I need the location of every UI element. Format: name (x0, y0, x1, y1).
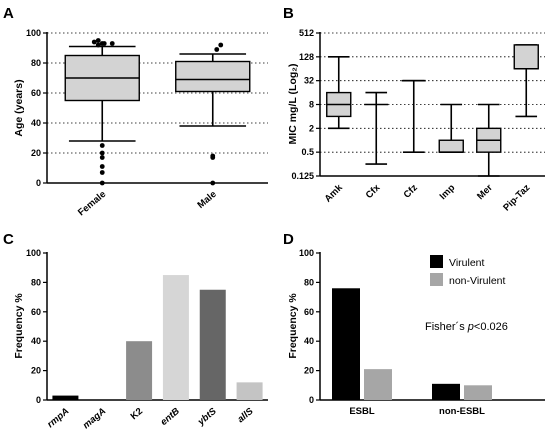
panel-d-x-tick-label: non-ESBL (439, 406, 485, 417)
panel-c-ylabel: Frequency % (13, 293, 25, 359)
legend-swatch-non-virulent (430, 273, 443, 286)
panel-b-x-tick-label: Mer (475, 182, 495, 202)
panel-d-y-tick-label: 40 (304, 336, 314, 346)
panel-b-x-tick-label: Cfx (364, 182, 383, 201)
panel-a-x-tick-label: Male (195, 189, 218, 211)
panel-d-legend: Virulent non-Virulent (430, 255, 506, 287)
panel-d-y-tick-label: 100 (299, 248, 314, 258)
panel-b-x-tick-label: Imp (438, 182, 458, 202)
panel-d-bar-non-virulent-esbl (364, 369, 392, 400)
panel-a-outlier-point (210, 153, 216, 159)
panel-c-x-tick-label: ybtS (195, 405, 219, 428)
panel-a-outlier-point (218, 42, 224, 48)
panel-c-y-tick-label: 0 (36, 395, 41, 405)
panel-d-y-tick-label: 80 (304, 277, 314, 287)
legend-swatch-virulent (430, 255, 443, 268)
panel-d-bar-virulent-non-esbl (432, 383, 460, 400)
panel-c-bar-alls (236, 382, 263, 400)
panel-c-y-tick-label: 80 (31, 277, 41, 287)
panel-a-outlier-point (214, 47, 220, 52)
panel-a-box-male (175, 60, 251, 93)
panel-b-y-tick-label: 8 (309, 100, 314, 110)
panel-d-bar-non-virulent-non-esbl (464, 385, 492, 400)
panel-a-y-tick-label: 0 (36, 178, 41, 188)
panel-a-letter: A (3, 5, 14, 22)
panel-c-y-tick-label: 40 (31, 336, 41, 346)
panel-c-x-tick-label: magA (81, 406, 108, 431)
panel-a-y-tick-label: 40 (31, 118, 41, 128)
panel-a-outlier-point (99, 180, 105, 186)
panel-b-mic-boxplot: 0.125 0.5 2 8 32 128 512 Amk Cfx Cfz Imp Mer Pip-Taz (291, 28, 545, 214)
panel-c-y-tick-label: 20 (31, 366, 41, 376)
panel-a-y-tick-label: 100 (26, 28, 41, 38)
panel-a-outlier-point (91, 39, 97, 45)
panel-a-outlier-point (99, 143, 105, 148)
panel-d-y-tick-label: 0 (309, 395, 314, 405)
panel-b-y-tick-label: 32 (304, 76, 314, 86)
panel-a-outlier-point (99, 164, 105, 169)
panel-d-ylabel: Frequency % (287, 293, 299, 359)
panel-a-y-tick-label: 20 (31, 148, 41, 158)
panel-b-box-imp (438, 139, 464, 153)
legend-label-non-virulent: non-Virulent (449, 275, 506, 287)
panel-b-ylabel: MIC mg/L (Log₂) (287, 64, 299, 145)
panel-a-x-tick-label: Female (76, 189, 108, 218)
panel-a-outlier-point (99, 150, 105, 156)
panel-a-y-tick-label: 60 (31, 88, 41, 98)
panel-c-x-tick-label: allS (235, 405, 256, 425)
panel-c-letter: C (3, 231, 14, 248)
panel-a-outlier-point (101, 41, 107, 46)
panel-d-esbl-frequency-bars: 0 20 40 60 80 100 ESBL non-ESBL (299, 248, 545, 417)
panel-d-y-tick-label: 60 (304, 307, 314, 317)
panel-d-y-tick-label: 20 (304, 366, 314, 376)
panel-d-bar-virulent-esbl (332, 288, 360, 400)
panel-c-bar-rmpa (52, 395, 79, 400)
panel-b-box-pip-taz (513, 44, 539, 70)
panel-c-y-tick-label: 100 (26, 248, 41, 258)
panel-b-y-tick-label: 2 (309, 123, 314, 133)
panel-b-x-tick-label: Pip-Taz (501, 182, 532, 213)
panel-c-x-tick-label: K2 (129, 406, 145, 422)
panel-b-x-tick-label: Amk (323, 182, 346, 205)
panel-a-outlier-point (99, 170, 105, 175)
legend-label-virulent: Virulent (449, 257, 484, 269)
panel-b-x-tick-label: Cfz (402, 182, 420, 200)
panel-d-x-tick-label: ESBL (349, 406, 375, 417)
panel-b-y-tick-label: 128 (299, 52, 314, 62)
panel-c-bar-ybts (199, 289, 226, 400)
panel-d-letter: D (283, 231, 294, 248)
panel-a-y-tick-label: 80 (31, 58, 41, 68)
panel-c-x-tick-label: rmpA (45, 406, 71, 430)
panel-b-letter: B (283, 5, 294, 22)
fisher-test-annotation: Fisher´s p<0.026 (425, 321, 508, 333)
panel-c-bar-entb (162, 275, 189, 400)
panel-c-gene-frequency-bars: 0 20 40 60 80 100 rmpA magA K2 entB ybtS allS (26, 248, 268, 431)
panel-a-outlier-point (210, 180, 216, 186)
panel-c-bar-k2 (126, 341, 153, 400)
panel-a-outlier-point (99, 155, 105, 160)
panel-a-outlier-point (95, 42, 101, 48)
panel-a-outlier-point (109, 41, 115, 46)
panel-a-age-boxplot: 0 20 40 60 80 100 Female Male (26, 28, 268, 218)
panel-b-y-tick-label: 0.5 (301, 147, 314, 157)
panel-a-outlier-point (95, 38, 101, 43)
panel-a-ylabel: Age (years) (13, 79, 25, 136)
panel-c-y-tick-label: 60 (31, 307, 41, 317)
panel-b-y-tick-label: 0.125 (291, 171, 314, 181)
panel-b-y-tick-label: 512 (299, 28, 314, 38)
panel-c-x-tick-label: entB (159, 406, 182, 428)
